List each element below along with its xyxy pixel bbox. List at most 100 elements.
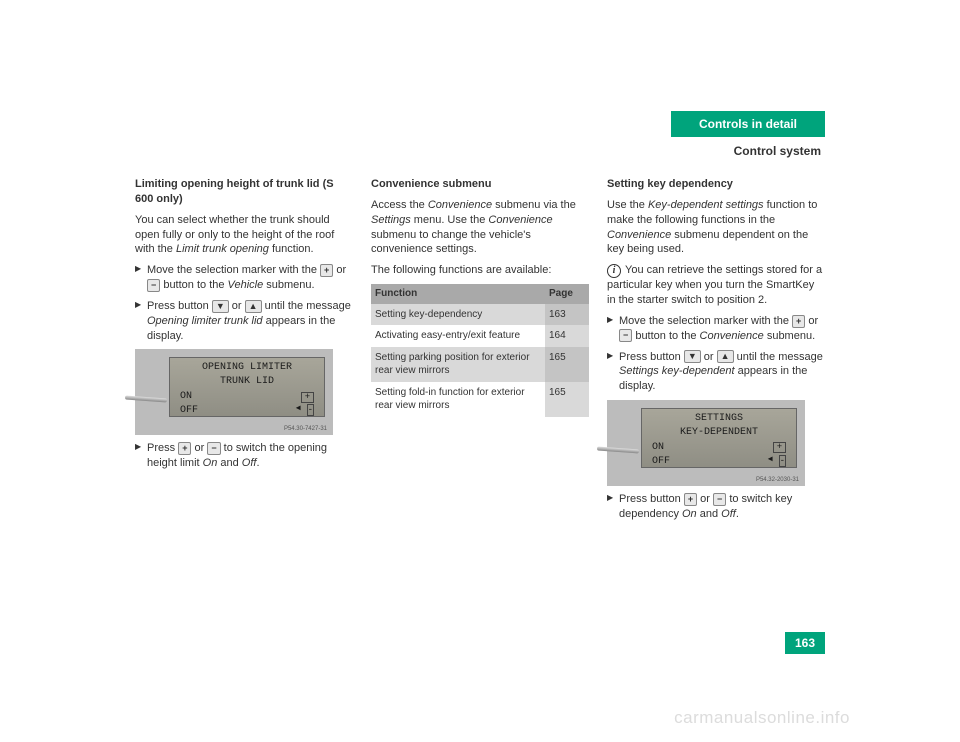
text: Press [147, 442, 178, 454]
table-row: Setting key-dependency 163 [371, 304, 589, 326]
pointer-icon: ◀ [296, 404, 301, 413]
text-italic: Off [721, 508, 736, 520]
text: or [191, 442, 207, 454]
col1-paragraph-1: You can select whether the trunk should … [135, 213, 353, 258]
text-italic: Off [242, 457, 257, 469]
display-line: TRUNK LID [170, 375, 324, 389]
text: Press button [147, 300, 212, 312]
text-italic: Opening limiter trunk lid [147, 315, 263, 327]
text: and [217, 457, 241, 469]
text-italic: Limit trunk opening [176, 243, 269, 255]
text-italic: Settings [371, 214, 411, 226]
table-row: Setting parking position for exterior re… [371, 347, 589, 382]
cell-page: 165 [545, 347, 589, 382]
col2-paragraph-2: The following functions are available: [371, 263, 589, 278]
up-button-icon: ▲ [245, 300, 262, 313]
minus-button-icon: − [147, 279, 160, 292]
minus-button-icon: − [207, 442, 220, 455]
text: submenu. [764, 330, 815, 342]
col2-heading: Convenience submenu [371, 177, 589, 192]
column-1: Limiting opening height of trunk lid (S … [135, 177, 353, 477]
image-code: P54.32-2030-31 [756, 476, 799, 484]
text: or [805, 315, 818, 327]
minus-button-icon: − [713, 493, 726, 506]
manual-page: Controls in detail Control system Limiti… [135, 85, 825, 645]
text: or [701, 351, 717, 363]
col3-paragraph-1: Use the Key-dependent settings function … [607, 198, 825, 257]
text: Press button [619, 493, 684, 505]
action-step: Move the selection marker with the + or … [135, 263, 353, 293]
action-step: Press button + or − to switch key depend… [607, 492, 825, 522]
text: function. [269, 243, 314, 255]
text: Press button [619, 351, 684, 363]
display-on: ON [652, 441, 664, 455]
text: submenu. [263, 279, 314, 291]
indicator-stick [125, 396, 167, 403]
text: . [736, 508, 739, 520]
subsection-title: Control system [734, 143, 821, 159]
instrument-display-2: SETTINGS KEY-DEPENDENT ON + OFF ◀ - P54.… [607, 400, 805, 486]
info-note: You can retrieve the settings stored for… [607, 263, 825, 308]
up-button-icon: ▲ [717, 350, 734, 363]
cell-function: Activating easy-entry/exit feature [371, 325, 545, 347]
instrument-display-1: OPENING LIMITER TRUNK LID ON + OFF ◀ - P… [135, 349, 333, 435]
text-italic: Convenience [428, 199, 492, 211]
text: or [229, 300, 245, 312]
display-on: ON [180, 390, 192, 404]
text-italic: Convenience [488, 214, 552, 226]
text: Access the [371, 199, 428, 211]
display-line: KEY-DEPENDENT [642, 426, 796, 440]
cell-function: Setting parking position for exterior re… [371, 347, 545, 382]
text: Move the selection marker with the [147, 264, 320, 276]
display-off: OFF [652, 455, 670, 469]
text-italic: Vehicle [228, 279, 264, 291]
table-header-row: Function Page [371, 284, 589, 304]
plus-button-icon: + [320, 264, 333, 277]
functions-table: Function Page Setting key-dependency 163… [371, 284, 589, 417]
text: submenu via the [492, 199, 576, 211]
display-screen: SETTINGS KEY-DEPENDENT ON + OFF ◀ - [641, 408, 797, 468]
minus-button-icon: − [619, 329, 632, 342]
column-3: Setting key dependency Use the Key-depen… [607, 177, 825, 528]
cell-page: 163 [545, 304, 589, 326]
text-italic: On [203, 457, 218, 469]
display-line: SETTINGS [642, 412, 796, 426]
text: Move the selection marker with the [619, 315, 792, 327]
section-tab: Controls in detail [671, 111, 825, 137]
text-italic: Convenience [700, 330, 764, 342]
text: submenu to change the vehicle's convenie… [371, 229, 531, 256]
table-row: Setting fold-in function for exterior re… [371, 382, 589, 417]
down-button-icon: ▼ [212, 300, 229, 313]
text: until the message [262, 300, 351, 312]
text: You can retrieve the settings stored for… [607, 264, 822, 306]
down-button-icon: ▼ [684, 350, 701, 363]
watermark: carmanualsonline.info [674, 707, 850, 730]
page-number-tab: 163 [785, 632, 825, 654]
text-italic: Convenience [607, 229, 671, 241]
info-icon [607, 264, 625, 276]
cell-function: Setting key-dependency [371, 304, 545, 326]
minus-icon: - [779, 455, 786, 467]
text: button to the [160, 279, 227, 291]
text: or [333, 264, 346, 276]
minus-icon: - [307, 404, 314, 416]
col3-heading: Setting key dependency [607, 177, 825, 192]
indicator-stick [597, 447, 639, 454]
text: and [697, 508, 721, 520]
display-screen: OPENING LIMITER TRUNK LID ON + OFF ◀ - [169, 357, 325, 417]
cell-page: 164 [545, 325, 589, 347]
text: until the message [734, 351, 823, 363]
text-italic: Key-dependent settings [648, 199, 764, 211]
pointer-icon: ◀ [768, 455, 773, 464]
plus-button-icon: + [792, 315, 805, 328]
cell-function: Setting fold-in function for exterior re… [371, 382, 545, 417]
plus-icon: + [301, 392, 314, 403]
action-step: Press button ▼ or ▲ until the message Op… [135, 299, 353, 344]
action-step: Move the selection marker with the + or … [607, 314, 825, 344]
plus-icon: + [773, 442, 786, 453]
table-row: Activating easy-entry/exit feature 164 [371, 325, 589, 347]
col2-paragraph-1: Access the Convenience submenu via the S… [371, 198, 589, 257]
table-header-function: Function [371, 284, 545, 304]
action-step: Press button ▼ or ▲ until the message Se… [607, 350, 825, 395]
column-2: Convenience submenu Access the Convenien… [371, 177, 589, 417]
